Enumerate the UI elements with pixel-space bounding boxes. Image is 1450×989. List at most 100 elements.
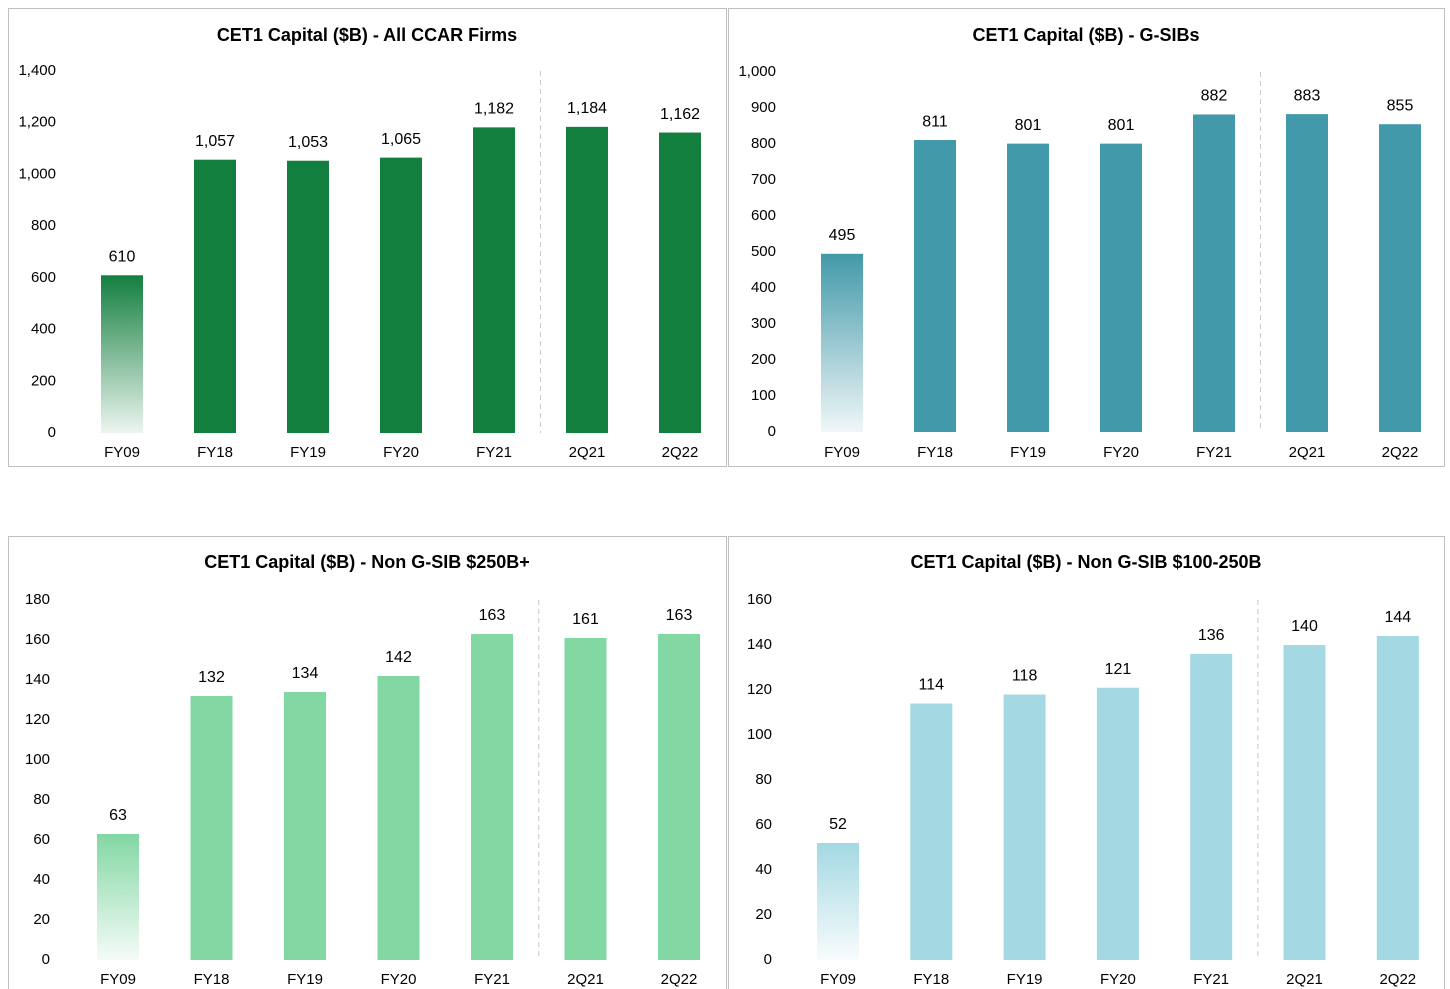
x-tick-label: FY20 xyxy=(381,971,417,988)
y-tick-label: 60 xyxy=(755,816,772,833)
y-tick-label: 160 xyxy=(747,591,772,608)
x-tick-label: 2Q21 xyxy=(1286,971,1323,988)
bar xyxy=(1190,654,1233,960)
y-tick-label: 180 xyxy=(25,591,50,608)
bar xyxy=(566,126,608,433)
value-label: 132 xyxy=(198,669,225,686)
y-tick-label: 40 xyxy=(755,861,772,878)
y-tick-label: 1,200 xyxy=(18,114,56,131)
y-tick-label: 400 xyxy=(751,279,776,296)
value-label: 1,065 xyxy=(381,131,421,148)
x-tick-label: FY18 xyxy=(913,971,949,988)
y-tick-label: 20 xyxy=(33,911,50,928)
x-tick-label: FY19 xyxy=(1010,444,1046,461)
y-tick-label: 800 xyxy=(31,217,56,234)
y-tick-label: 120 xyxy=(747,681,772,698)
value-label: 883 xyxy=(1294,87,1321,104)
value-label: 163 xyxy=(666,607,693,624)
bar xyxy=(1003,694,1046,960)
x-tick-label: 2Q22 xyxy=(1382,444,1419,461)
x-tick-label: FY19 xyxy=(287,971,323,988)
value-label: 118 xyxy=(1012,668,1038,685)
x-tick-label: FY21 xyxy=(476,444,512,461)
y-tick-label: 700 xyxy=(751,171,776,188)
x-tick-label: 2Q21 xyxy=(567,971,604,988)
value-label: 142 xyxy=(385,649,412,666)
y-tick-label: 100 xyxy=(25,751,50,768)
x-tick-label: 2Q22 xyxy=(661,971,698,988)
y-tick-label: 80 xyxy=(33,791,50,808)
x-tick-label: FY18 xyxy=(197,444,233,461)
x-tick-label: FY09 xyxy=(824,444,860,461)
value-label: 121 xyxy=(1105,661,1132,678)
y-tick-label: 300 xyxy=(751,315,776,332)
y-tick-label: 80 xyxy=(755,771,772,788)
bar xyxy=(473,127,515,434)
value-label: 1,057 xyxy=(195,133,235,150)
value-label: 855 xyxy=(1387,97,1414,114)
value-label: 1,053 xyxy=(288,134,328,151)
y-tick-label: 100 xyxy=(747,726,772,743)
value-label: 801 xyxy=(1108,117,1135,134)
bar xyxy=(284,692,326,960)
y-tick-label: 160 xyxy=(25,631,50,648)
bar xyxy=(101,275,143,433)
y-tick-label: 200 xyxy=(751,351,776,368)
value-label: 1,182 xyxy=(474,101,514,118)
x-tick-label: FY21 xyxy=(1196,444,1232,461)
y-tick-label: 1,000 xyxy=(18,165,56,182)
y-tick-label: 500 xyxy=(751,243,776,260)
y-tick-label: 60 xyxy=(33,831,50,848)
value-label: 1,162 xyxy=(660,106,700,123)
y-tick-label: 140 xyxy=(747,636,772,653)
value-label: 140 xyxy=(1291,618,1318,635)
bar xyxy=(1286,114,1328,433)
bar xyxy=(380,157,422,433)
bar xyxy=(1376,636,1419,960)
y-tick-label: 600 xyxy=(751,207,776,224)
y-tick-label: 800 xyxy=(751,135,776,152)
x-tick-label: FY18 xyxy=(917,444,953,461)
x-tick-label: FY21 xyxy=(1193,971,1229,988)
bar xyxy=(914,140,956,433)
x-tick-label: FY18 xyxy=(194,971,230,988)
bar xyxy=(1007,143,1049,432)
bar xyxy=(564,638,607,960)
chart-title: CET1 Capital ($B) - Non G-SIB $250B+ xyxy=(204,552,530,572)
x-tick-label: 2Q21 xyxy=(569,444,606,461)
y-tick-label: 900 xyxy=(751,99,776,116)
y-tick-label: 200 xyxy=(31,372,56,389)
value-label: 161 xyxy=(572,611,599,628)
bar xyxy=(1096,687,1139,960)
value-label: 495 xyxy=(829,227,856,244)
bar xyxy=(1193,114,1235,432)
x-tick-label: FY20 xyxy=(1103,444,1139,461)
value-label: 63 xyxy=(109,807,127,824)
value-label: 1,184 xyxy=(567,100,607,117)
x-tick-label: 2Q22 xyxy=(662,444,699,461)
bar xyxy=(817,843,859,960)
y-tick-label: 0 xyxy=(48,424,56,441)
chart-title: CET1 Capital ($B) - Non G-SIB $100-250B xyxy=(910,552,1261,572)
y-tick-label: 40 xyxy=(33,871,50,888)
value-label: 134 xyxy=(292,665,319,682)
x-tick-label: FY20 xyxy=(1100,971,1136,988)
bar xyxy=(659,132,701,434)
bar xyxy=(658,634,700,960)
x-tick-label: FY09 xyxy=(820,971,856,988)
bar xyxy=(287,160,329,433)
chart-title: CET1 Capital ($B) - All CCAR Firms xyxy=(217,25,517,45)
bar xyxy=(1100,143,1142,432)
x-tick-label: 2Q21 xyxy=(1289,444,1326,461)
chart-title: CET1 Capital ($B) - G-SIBs xyxy=(972,25,1199,45)
y-tick-label: 1,000 xyxy=(738,63,776,80)
value-label: 144 xyxy=(1384,609,1411,626)
value-label: 163 xyxy=(479,607,506,624)
value-label: 114 xyxy=(919,677,945,694)
y-tick-label: 400 xyxy=(31,321,56,338)
x-tick-label: 2Q22 xyxy=(1379,971,1416,988)
value-label: 801 xyxy=(1015,117,1042,134)
x-tick-label: FY09 xyxy=(104,444,140,461)
